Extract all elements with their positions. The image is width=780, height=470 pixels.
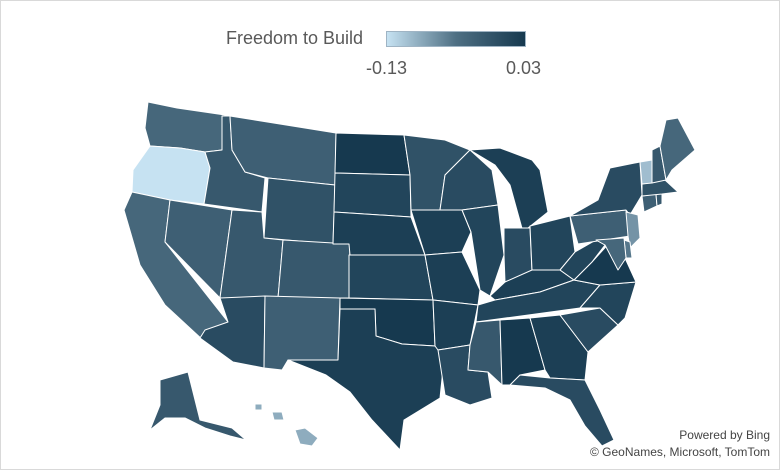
legend-title: Freedom to Build — [226, 28, 364, 48]
state-TX[interactable] — [287, 308, 446, 451]
state-HI-2[interactable] — [254, 403, 263, 411]
state-ND[interactable] — [334, 132, 411, 176]
legend-color-scale — [386, 31, 526, 47]
state-WA[interactable] — [144, 101, 226, 153]
state-MD[interactable] — [595, 237, 627, 271]
state-FL[interactable] — [509, 374, 615, 447]
state-CO[interactable] — [277, 239, 351, 299]
state-MI[interactable] — [469, 147, 549, 233]
state-HI-3[interactable] — [271, 411, 285, 421]
state-WY[interactable] — [263, 177, 336, 245]
map-data-credit: © GeoNames, Microsoft, TomTom — [590, 445, 770, 459]
state-AK[interactable] — [149, 371, 247, 441]
state-RI[interactable] — [655, 193, 663, 207]
state-NM[interactable] — [263, 295, 341, 371]
state-HI[interactable] — [294, 427, 319, 447]
legend-min-label: -0.13 — [366, 58, 408, 78]
state-VT[interactable] — [639, 159, 653, 185]
state-NY[interactable] — [569, 161, 643, 217]
legend-max-label: 0.03 — [506, 58, 542, 78]
state-CT[interactable] — [641, 193, 658, 213]
state-NJ[interactable] — [625, 211, 641, 249]
state-SD[interactable] — [333, 172, 412, 218]
state-KS[interactable] — [348, 254, 434, 301]
state-ME[interactable] — [659, 117, 696, 181]
state-MO[interactable] — [424, 251, 481, 306]
powered-by-credit: Powered by Bing — [679, 428, 770, 442]
